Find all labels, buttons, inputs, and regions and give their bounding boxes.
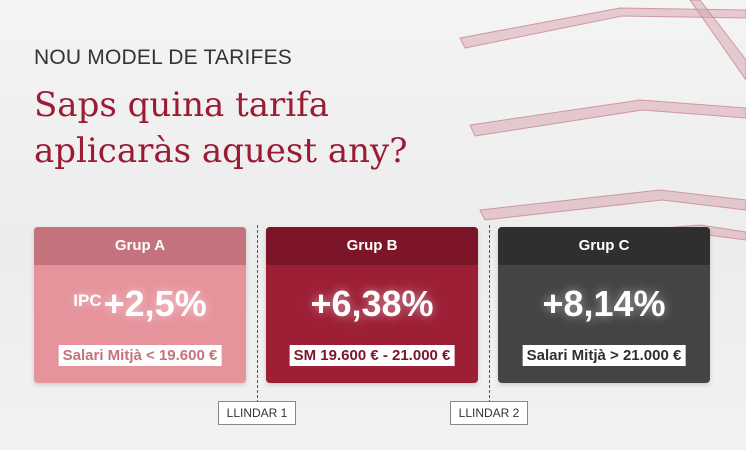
salary-range: Salari Mitjà < 19.600 € [58, 345, 222, 366]
card-header: Grup C [498, 227, 710, 265]
threshold-label: LLINDAR 1 [218, 401, 296, 425]
salary-range: Salari Mitjà > 21.000 € [522, 345, 686, 366]
divider [489, 225, 490, 403]
card-header: Grup B [266, 227, 478, 265]
card: Grup C +8,14% Salari Mitjà > 21.000 € [498, 227, 710, 383]
rate-prefix: IPC [73, 291, 102, 310]
title: Saps quina tarifa aplicaràs aquest any? [34, 82, 407, 174]
rate-value: +6,38% [310, 283, 434, 324]
card: Grup B +6,38% SM 19.600 € - 21.000 € [266, 227, 478, 383]
title-line: Saps quina tarifa [34, 85, 330, 125]
rate: IPC+2,5% [34, 283, 246, 325]
title-line: aplicaràs aquest any? [34, 131, 408, 171]
rate-value: +8,14% [542, 283, 666, 324]
card: Grup A IPC+2,5% Salari Mitjà < 19.600 € [34, 227, 246, 383]
salary-range: SM 19.600 € - 21.000 € [289, 345, 455, 366]
divider [257, 225, 258, 403]
rate-value: +2,5% [103, 283, 207, 324]
card-header: Grup A [34, 227, 246, 265]
threshold-label: LLINDAR 2 [450, 401, 528, 425]
kicker: NOU MODEL DE TARIFES [34, 46, 292, 69]
